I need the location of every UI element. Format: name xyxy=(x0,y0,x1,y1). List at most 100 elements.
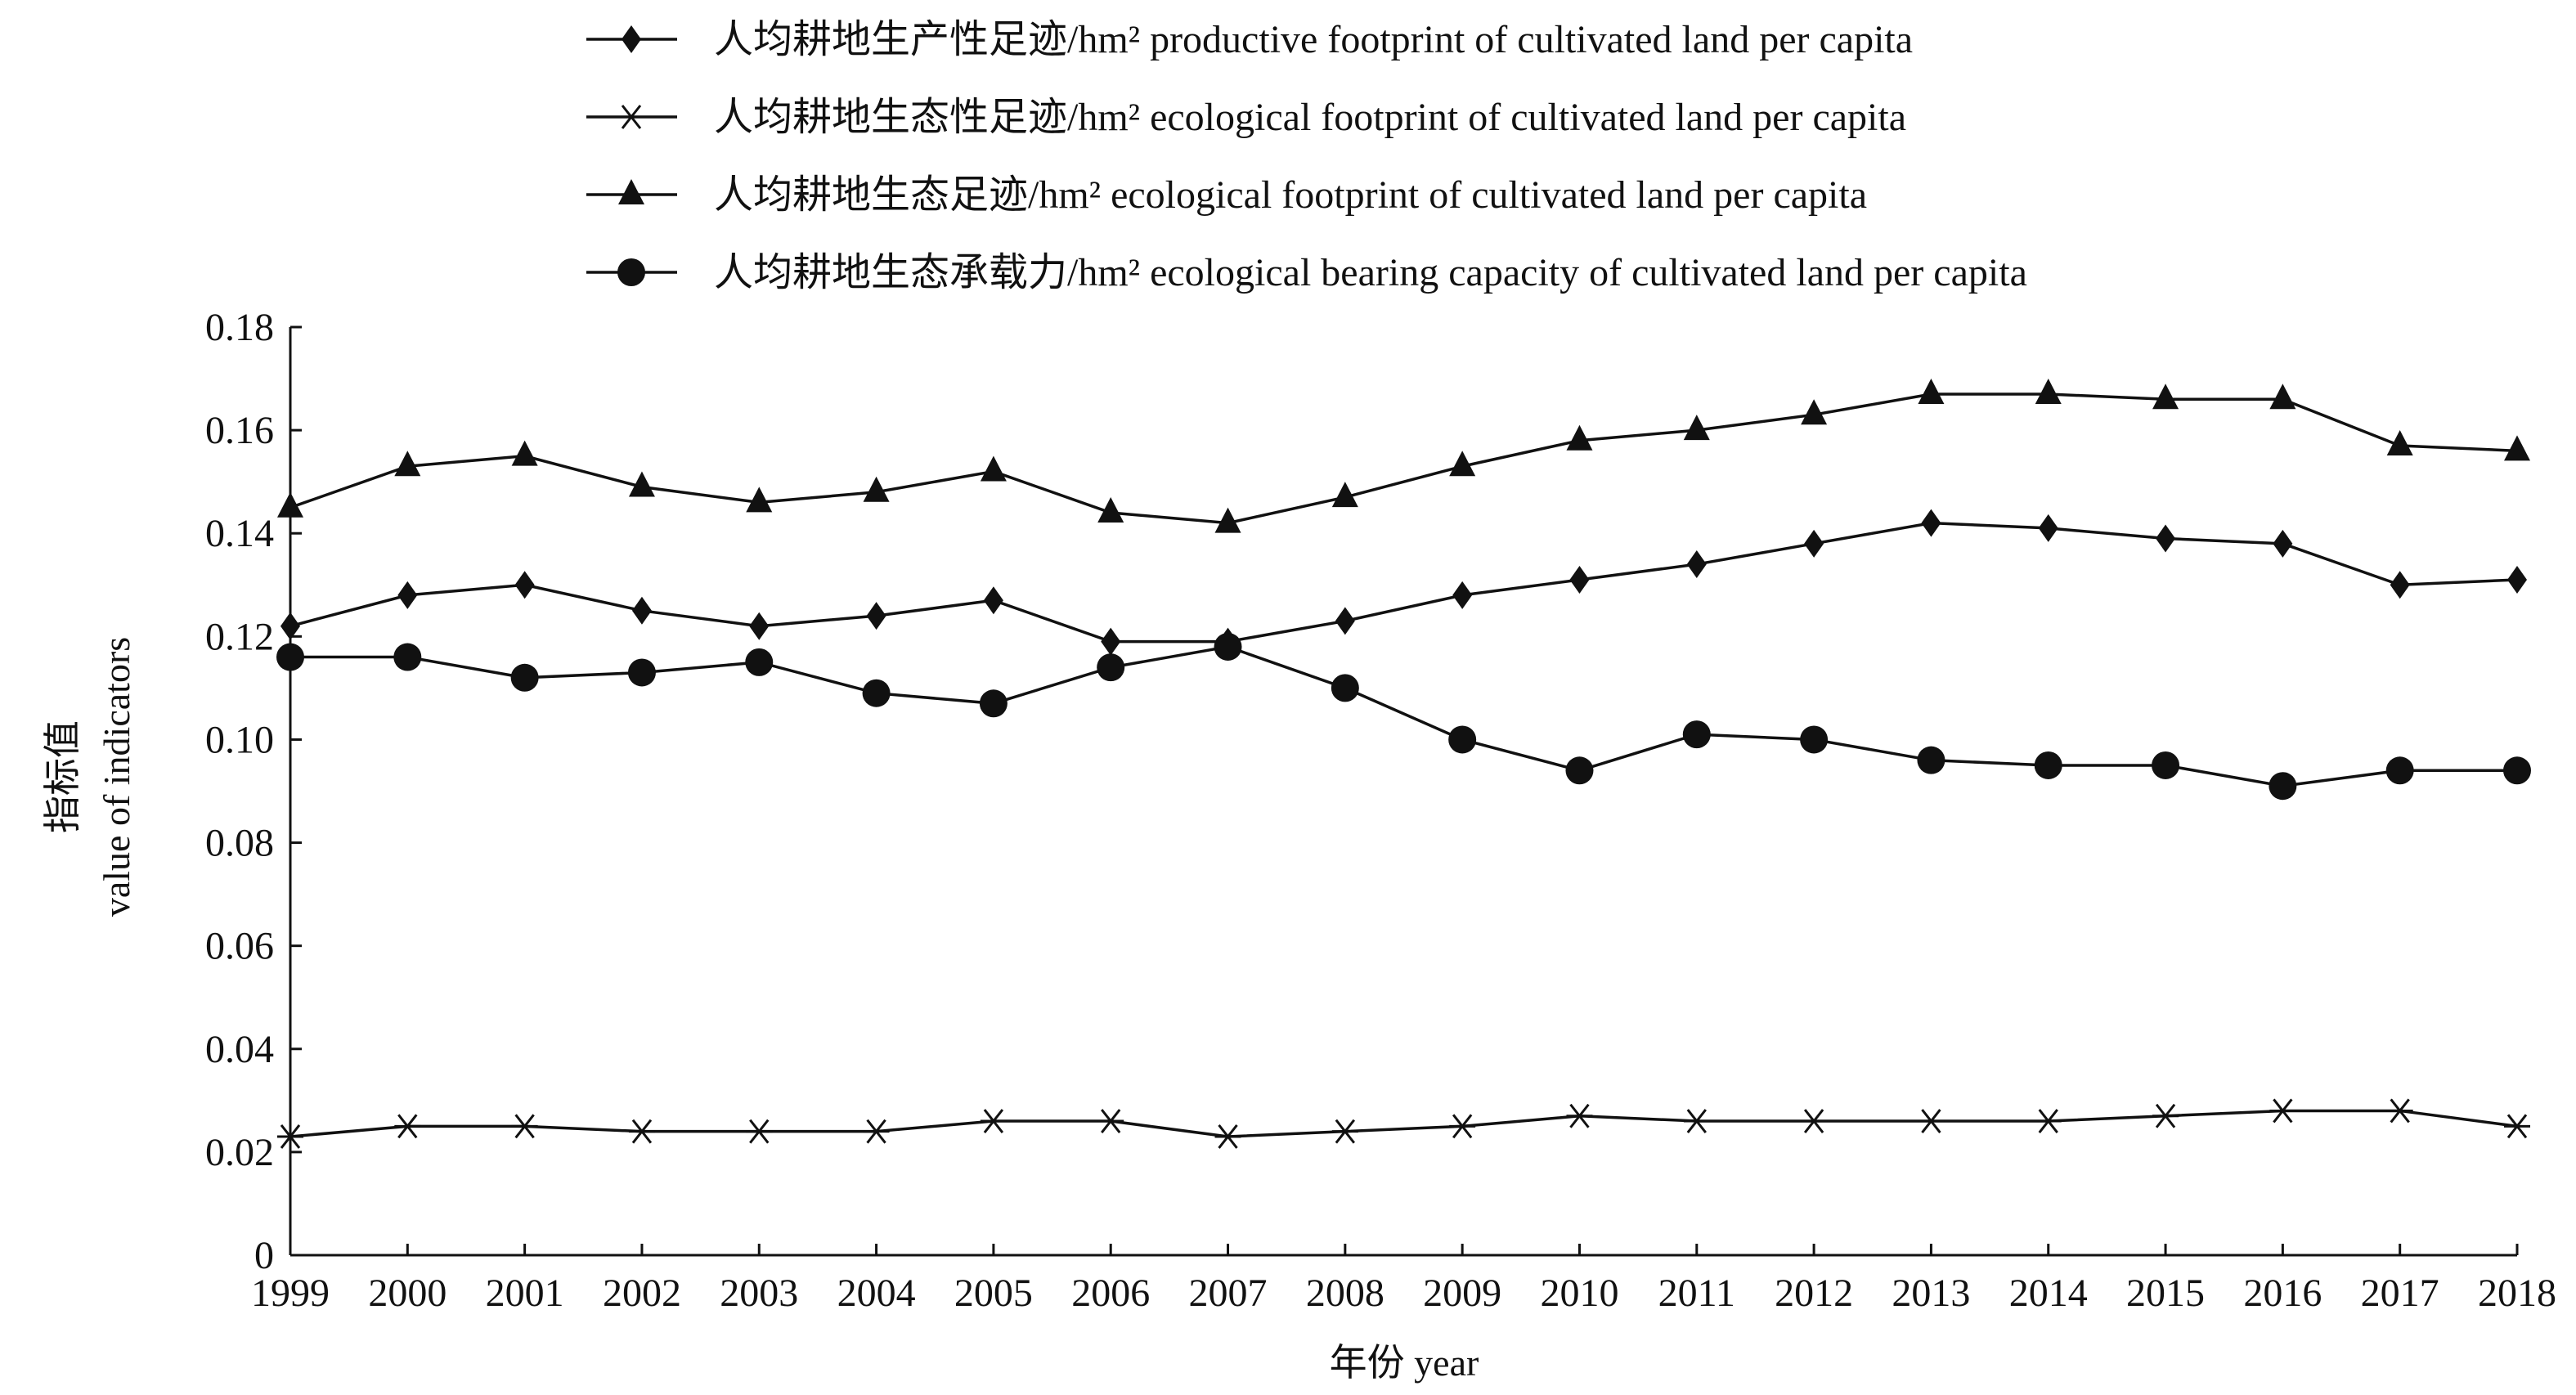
y-tick-label: 0 xyxy=(254,1234,274,1277)
data-point-circle xyxy=(979,689,1008,718)
legend: 人均耕地生产性足迹/hm² productive footprint of cu… xyxy=(586,18,2027,294)
legend-entry: 人均耕地生态性足迹/hm² ecological footprint of cu… xyxy=(586,96,1906,139)
data-point-triangle xyxy=(2504,435,2530,461)
data-point-diamond xyxy=(1921,509,1941,537)
data-point-diamond xyxy=(983,586,1003,615)
data-point-diamond xyxy=(1686,550,1707,579)
x-tick-label: 2007 xyxy=(1189,1272,1268,1315)
data-point-star xyxy=(1801,1109,1828,1133)
data-point-triangle xyxy=(2152,384,2179,410)
legend-label: 人均耕地生态性足迹/hm² ecological footprint of cu… xyxy=(714,96,1906,139)
series-triangle xyxy=(277,378,2530,533)
data-point-star xyxy=(1449,1114,1476,1139)
y-tick-label: 0.14 xyxy=(205,512,274,555)
data-point-diamond xyxy=(749,612,770,640)
y-tick-label: 0.18 xyxy=(205,306,274,349)
data-point-circle xyxy=(2385,756,2414,785)
data-point-circle xyxy=(2269,772,2297,801)
legend-label: 人均耕地生态承载力/hm² ecological bearing capacit… xyxy=(714,251,2027,294)
data-point-diamond xyxy=(2273,529,2293,558)
data-point-star xyxy=(2152,1103,2179,1128)
data-point-triangle xyxy=(746,487,773,513)
data-point-circle xyxy=(1565,756,1594,785)
data-point-triangle xyxy=(980,455,1007,482)
data-point-diamond xyxy=(280,612,300,640)
data-point-triangle xyxy=(1801,399,1828,425)
data-point-star xyxy=(1566,1103,1593,1128)
x-tick-label: 2001 xyxy=(486,1272,564,1315)
data-point-triangle xyxy=(2035,378,2062,404)
x-axis-label: 年份 year xyxy=(1330,1342,1479,1384)
y-tick-label: 0.10 xyxy=(205,718,274,761)
data-point-star xyxy=(277,1124,303,1149)
data-point-diamond xyxy=(514,571,535,599)
x-tick-label: 2017 xyxy=(2361,1272,2439,1315)
data-point-diamond xyxy=(2507,565,2527,594)
y-tick-label: 0.02 xyxy=(205,1131,274,1174)
x-tick-label: 2014 xyxy=(2009,1272,2088,1315)
data-point-circle xyxy=(745,648,774,676)
data-point-star xyxy=(1331,1119,1358,1144)
data-point-circle xyxy=(2034,751,2062,779)
data-point-diamond xyxy=(2390,571,2410,599)
data-point-triangle xyxy=(628,471,655,497)
data-point-star xyxy=(2386,1098,2413,1124)
data-point-star xyxy=(1918,1109,1945,1133)
data-point-diamond xyxy=(397,581,418,609)
data-point-circle xyxy=(1800,725,1829,754)
y-tick-label: 0.08 xyxy=(205,822,274,865)
data-point-triangle xyxy=(511,440,538,466)
data-point-diamond xyxy=(1101,627,1121,656)
y-axis-label-cn: 指标值 xyxy=(42,720,83,833)
data-point-circle xyxy=(1682,720,1711,749)
series-line xyxy=(289,521,2518,644)
legend-entry: 人均耕地生态足迹/hm² ecological footprint of cul… xyxy=(586,173,1867,217)
data-point-circle xyxy=(510,663,539,692)
data-point-circle xyxy=(1917,746,1945,774)
data-point-star xyxy=(628,1119,655,1144)
legend-marker-triangle xyxy=(618,179,644,204)
data-point-triangle xyxy=(2386,430,2413,456)
x-tick-label: 2018 xyxy=(2478,1272,2556,1315)
x-tick-label: 2012 xyxy=(1775,1272,1853,1315)
legend-label: 人均耕地生产性足迹/hm² productive footprint of cu… xyxy=(714,18,1913,61)
data-point-triangle xyxy=(2269,384,2296,410)
x-tick-label: 2002 xyxy=(603,1272,681,1315)
data-point-star xyxy=(2504,1114,2530,1139)
data-point-circle xyxy=(1097,653,1125,682)
x-tick-label: 2004 xyxy=(837,1272,916,1315)
data-point-circle xyxy=(2152,751,2180,779)
x-tick-label: 2011 xyxy=(1658,1272,1735,1315)
data-point-star xyxy=(1214,1124,1241,1149)
data-point-star xyxy=(2035,1109,2062,1133)
data-point-triangle xyxy=(1683,415,1710,441)
data-point-triangle xyxy=(394,451,421,477)
data-point-triangle xyxy=(1918,378,1945,404)
data-point-triangle xyxy=(1214,507,1241,533)
data-point-diamond xyxy=(2156,524,2176,553)
data-point-triangle xyxy=(1566,424,1593,451)
data-point-triangle xyxy=(1097,497,1124,523)
x-tick-label: 2010 xyxy=(1540,1272,1618,1315)
data-point-triangle xyxy=(1449,451,1476,477)
series-circle xyxy=(276,632,2531,801)
data-point-circle xyxy=(276,643,304,671)
x-tick-label: 1999 xyxy=(251,1272,330,1315)
data-point-circle xyxy=(1214,632,1242,661)
data-point-diamond xyxy=(2038,514,2058,542)
data-point-circle xyxy=(1331,674,1359,702)
data-point-star xyxy=(1683,1109,1710,1133)
legend-marker-star xyxy=(618,105,644,129)
legend-marker-diamond xyxy=(622,25,641,53)
data-point-star xyxy=(394,1114,421,1139)
data-point-star xyxy=(746,1119,773,1144)
data-point-diamond xyxy=(1804,529,1824,558)
data-point-star xyxy=(511,1114,538,1139)
data-point-star xyxy=(1097,1109,1124,1133)
y-tick-label: 0.06 xyxy=(205,925,274,968)
series-line xyxy=(289,392,2518,525)
series-line xyxy=(289,1109,2518,1138)
data-point-diamond xyxy=(1452,581,1473,609)
data-point-diamond xyxy=(1335,607,1355,635)
